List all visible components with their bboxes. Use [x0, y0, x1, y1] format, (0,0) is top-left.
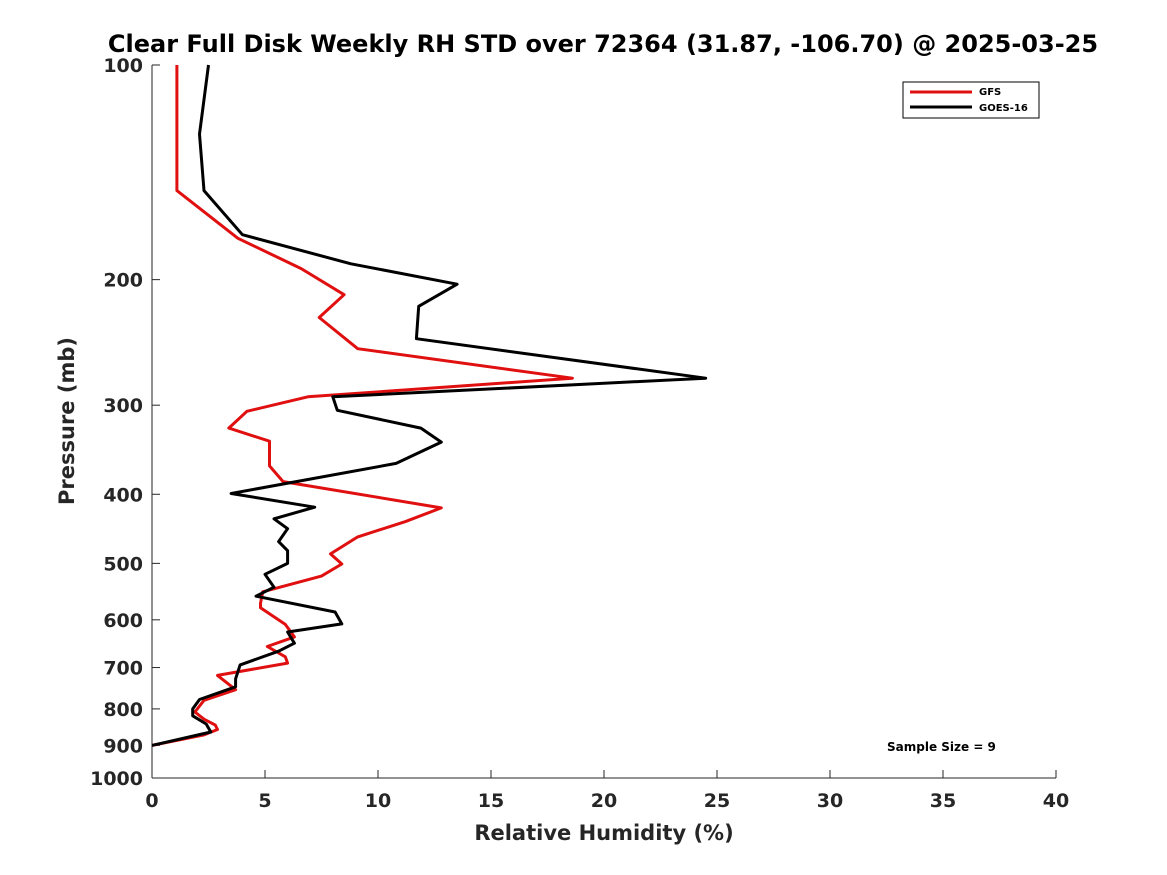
x-axis-label: Relative Humidity (%): [474, 821, 733, 845]
y-tick-label: 200: [103, 270, 143, 292]
y-axis-label: Pressure (mb): [55, 337, 79, 505]
y-tick-label: 700: [103, 658, 143, 680]
x-tick-label: 30: [817, 790, 843, 812]
y-axis-ticks: 100 200 300 400 500 600 700 800 900 1000: [90, 55, 160, 790]
legend: GFS GOES-16: [902, 81, 1040, 119]
x-tick-label: 15: [478, 790, 504, 812]
y-tick-label: 800: [103, 699, 143, 721]
x-tick-label: 35: [930, 790, 956, 812]
x-tick-label: 40: [1043, 790, 1069, 812]
x-tick-label: 5: [258, 790, 271, 812]
x-tick-label: 0: [145, 790, 158, 812]
x-tick-label: 10: [365, 790, 391, 812]
legend-label-goes16: GOES-16: [979, 103, 1028, 114]
series-lines: [151, 64, 708, 747]
y-tick-label: 100: [103, 55, 143, 77]
series-line-goes16: [151, 64, 708, 747]
y-tick-label: 1000: [90, 768, 143, 790]
y-tick-label: 500: [103, 553, 143, 575]
series-line-gfs: [151, 65, 574, 747]
y-tick-label: 300: [103, 395, 143, 417]
y-tick-label: 600: [103, 610, 143, 632]
sample-size-annotation: Sample Size = 9: [887, 740, 996, 754]
x-tick-label: 25: [704, 790, 730, 812]
legend-label-gfs: GFS: [979, 87, 1001, 98]
legend-box: [902, 81, 1040, 119]
x-axis-ticks: 0 5 10 15 20 25 30 35 40: [145, 770, 1069, 812]
y-tick-label: 400: [103, 484, 143, 506]
x-tick-label: 20: [591, 790, 617, 812]
y-tick-label: 900: [103, 735, 143, 757]
chart-title: Clear Full Disk Weekly RH STD over 72364…: [108, 30, 1098, 58]
